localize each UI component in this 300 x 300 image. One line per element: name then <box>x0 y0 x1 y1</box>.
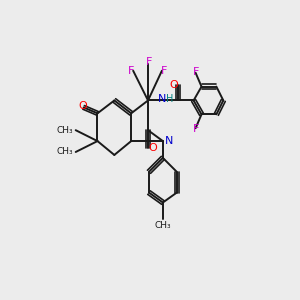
Text: H: H <box>166 94 173 104</box>
Text: CH₃: CH₃ <box>154 221 171 230</box>
Text: O: O <box>78 101 87 111</box>
Text: F: F <box>146 57 152 67</box>
Text: F: F <box>192 67 199 77</box>
Text: F: F <box>128 66 134 76</box>
Text: N: N <box>165 136 173 146</box>
Text: F: F <box>192 124 199 134</box>
Text: N: N <box>158 94 166 104</box>
Text: O: O <box>169 80 178 90</box>
Text: F: F <box>161 66 167 76</box>
Text: CH₃: CH₃ <box>56 148 73 157</box>
Text: O: O <box>148 143 157 153</box>
Text: CH₃: CH₃ <box>56 126 73 135</box>
